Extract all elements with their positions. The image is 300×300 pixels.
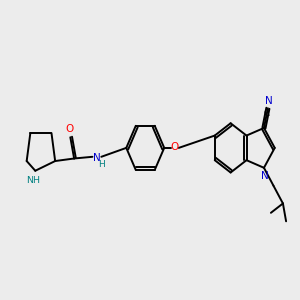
Text: N: N [93, 153, 101, 163]
Text: N: N [266, 96, 273, 106]
Text: O: O [171, 142, 179, 152]
Text: N: N [261, 171, 268, 181]
Text: NH: NH [26, 176, 40, 184]
Text: O: O [65, 124, 73, 134]
Text: C: C [263, 110, 270, 118]
Text: H: H [98, 160, 105, 169]
